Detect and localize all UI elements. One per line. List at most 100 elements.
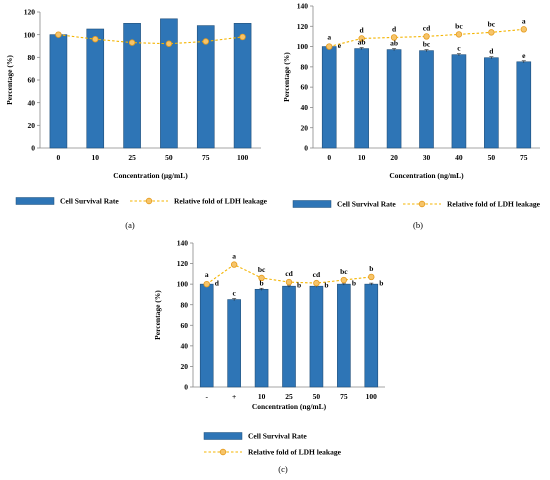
- legend-line-label: Relative fold of LDH leakage: [248, 448, 342, 457]
- bar-significance-label: b: [379, 279, 383, 288]
- y-tick-label: 100: [177, 280, 189, 289]
- bar-significance-label: ab: [358, 38, 366, 47]
- bar-30: [419, 50, 434, 149]
- ldh-point: [368, 273, 375, 281]
- ldh-significance-label: d: [360, 25, 365, 34]
- bar-significance-label: d: [215, 279, 220, 288]
- ldh-significance-label: bc: [455, 21, 463, 30]
- x-tick-label: 20: [390, 153, 398, 162]
- bar-significance-label: c: [232, 289, 236, 298]
- x-tick-label: 75: [520, 153, 528, 162]
- y-tick-label: 100: [24, 30, 36, 39]
- bar-100: [233, 23, 252, 149]
- y-axis-label: Percentage (%): [5, 55, 14, 105]
- x-axis-label: Concentration (μg/mL): [113, 171, 188, 180]
- legend-line-marker: [219, 448, 227, 456]
- y-axis-label: Percentage (%): [153, 290, 162, 340]
- ldh-significance-label: cd: [423, 23, 431, 32]
- bar-significance-label: bc: [423, 40, 431, 49]
- legend-bar-label: Cell Survival Rate: [337, 200, 396, 209]
- legend-bar-label: Cell Survival Rate: [248, 432, 307, 441]
- bar-significance-label: ab: [390, 39, 398, 48]
- y-tick-label: 20: [301, 123, 309, 132]
- legend-line-label: Relative fold of LDH leakage: [447, 200, 541, 209]
- y-tick-label: 20: [181, 362, 189, 371]
- bar-25: [123, 23, 141, 149]
- ldh-significance-label: a: [205, 270, 209, 279]
- bar--: [199, 283, 214, 388]
- panel-label: (a): [125, 220, 135, 230]
- y-tick-label: 140: [297, 2, 309, 11]
- y-tick-label: 120: [297, 22, 309, 31]
- legend-bar-swatch: [15, 197, 55, 205]
- ldh-point: [423, 33, 430, 40]
- ldh-point: [390, 34, 398, 41]
- y-tick-label: 140: [177, 239, 189, 248]
- ldh-significance-label: bc: [340, 267, 348, 276]
- y-tick-label: 80: [181, 300, 189, 309]
- ldh-point: [326, 43, 333, 50]
- y-tick-label: 40: [181, 341, 189, 350]
- y-tick-label: 120: [177, 259, 189, 268]
- legend-line-marker: [418, 200, 426, 208]
- ldh-significance-label: d: [392, 24, 397, 33]
- legend-line-label: Relative fold of LDH leakage: [174, 197, 268, 206]
- y-tick-label: 40: [28, 98, 36, 107]
- ldh-point: [202, 38, 209, 45]
- bar-50: [309, 285, 324, 388]
- ldh-point: [258, 274, 265, 282]
- bar-75: [516, 61, 532, 149]
- y-tick-label: 100: [297, 42, 309, 51]
- ldh-point: [92, 36, 99, 43]
- y-tick-label: 80: [28, 53, 36, 62]
- ldh-significance-label: a: [522, 16, 526, 25]
- chart-panel-b: 0 20 40 60 80 100 120 140 Percentage (%) 0 10 20 30 4…: [282, 2, 541, 230]
- x-tick-label: 10: [258, 392, 266, 401]
- x-tick-label: 25: [285, 392, 293, 401]
- ldh-point: [520, 26, 527, 33]
- x-tick-label: 40: [455, 153, 463, 162]
- ldh-point: [340, 276, 348, 284]
- bar-75: [337, 283, 351, 388]
- x-tick-label: 10: [358, 153, 366, 162]
- ldh-point: [165, 40, 173, 47]
- ldh-significance-label: a: [327, 33, 331, 42]
- x-tick-label: 30: [423, 153, 431, 162]
- bar-10: [354, 48, 369, 149]
- bar-20: [386, 49, 402, 149]
- y-tick-label: 60: [28, 76, 36, 85]
- ldh-point: [239, 33, 246, 41]
- x-axis-label: Concentration (ng/mL): [389, 171, 464, 180]
- x-tick-label: 100: [366, 392, 378, 401]
- x-tick-label: 10: [92, 153, 100, 162]
- x-tick-label: 0: [327, 153, 331, 162]
- y-tick-label: 0: [304, 144, 308, 153]
- legend-bar-swatch: [203, 432, 243, 440]
- y-tick-label: 120: [24, 8, 36, 17]
- x-tick-label: 50: [165, 153, 173, 162]
- ldh-significance-label: b: [369, 264, 373, 273]
- ldh-significance-label: bc: [258, 265, 266, 274]
- ldh-significance-label: a: [232, 252, 236, 261]
- x-tick-label: 0: [57, 153, 61, 162]
- x-tick-label: 25: [128, 153, 136, 162]
- bar-significance-label: d: [489, 47, 494, 56]
- x-tick-label: -: [205, 392, 208, 401]
- panel-label: (b): [413, 220, 423, 230]
- bar-significance-label: b: [324, 281, 328, 290]
- ldh-point: [455, 31, 463, 38]
- ldh-point: [313, 279, 320, 287]
- legend-line-marker: [145, 197, 153, 205]
- legend-bar-label: Cell Survival Rate: [60, 197, 119, 206]
- bar-0: [49, 34, 68, 149]
- x-tick-label: +: [232, 392, 236, 401]
- ldh-significance-label: cd: [313, 270, 321, 279]
- chart-panel-a: 0 20 40 60 80 100 120 Percentage (%) 0 10 25 50 75 10…: [5, 8, 268, 230]
- bar-100: [364, 283, 379, 388]
- bar-+: [227, 299, 241, 388]
- y-tick-label: 20: [28, 121, 36, 130]
- ldh-point: [285, 278, 293, 286]
- x-tick-label: 75: [202, 153, 210, 162]
- bar-50: [160, 18, 178, 149]
- bar-10: [86, 28, 105, 149]
